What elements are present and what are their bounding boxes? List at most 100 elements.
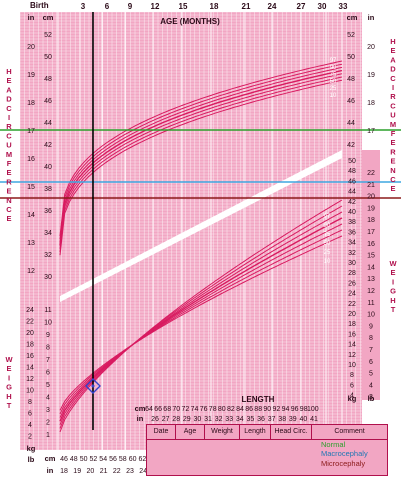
side-left-hc-char: M: [6, 150, 12, 159]
length-in-37: 37: [268, 416, 276, 423]
length-cm-92: 92: [273, 406, 281, 413]
wt-left-lb-9: 9: [46, 332, 50, 339]
length-cm-72: 72: [182, 406, 190, 413]
age-axis-title: AGE (MONTHS): [160, 17, 220, 26]
bottom-cm-52: 52: [90, 456, 98, 463]
side-right-hc-char: H: [390, 37, 395, 46]
length-in-32: 32: [215, 416, 223, 423]
length-in-40: 40: [300, 416, 308, 423]
age-tick-21: 21: [242, 2, 251, 11]
side-right-hc-char: E: [390, 138, 395, 147]
length-unit-in: in: [137, 414, 144, 423]
length-cm-64: 64: [145, 406, 153, 413]
bottom-cm-46: 46: [60, 456, 68, 463]
hc-right-in-17: 17: [367, 128, 375, 135]
side-right-hc-char: F: [391, 129, 396, 138]
wt-percentile-curve: [59, 235, 343, 411]
hc-left-cm-42: 42: [44, 142, 52, 149]
wt-left-lb-6: 6: [46, 370, 50, 377]
wt-right-kg-50: 50: [348, 158, 356, 165]
table-header-length: Length: [240, 425, 271, 439]
wt-right-kg-30: 30: [348, 260, 356, 267]
length-cm-68: 68: [163, 406, 171, 413]
side-left-hc-char: E: [6, 76, 11, 85]
side-right-hc-char: C: [390, 101, 396, 110]
wt-right-lb-5: 5: [369, 371, 373, 378]
percentile-curves: [59, 60, 343, 433]
hc-percentile-curve: [59, 60, 343, 237]
side-right-hc-char: A: [390, 55, 396, 64]
hc-left-in-16: 16: [27, 156, 35, 163]
length-in-30: 30: [194, 416, 202, 423]
wt-right-lb-22: 22: [367, 170, 375, 177]
age-tick-9: 9: [128, 2, 133, 11]
bottom-cm-60: 60: [129, 456, 137, 463]
unit-kg-right: kg: [348, 394, 357, 403]
side-right-hc-char: U: [390, 111, 395, 120]
wt-right-kg-6: 6: [350, 382, 354, 389]
wt-right-kg-44: 44: [348, 189, 356, 196]
side-left-wt-char: T: [7, 401, 12, 410]
length-cm-76: 76: [200, 406, 208, 413]
hc-left-in-13: 13: [27, 240, 35, 247]
length-cm-90: 90: [263, 406, 271, 413]
bottom-in-24: 24: [139, 468, 147, 475]
side-right-hc-char: E: [390, 184, 395, 193]
bottom-cm-56: 56: [109, 456, 117, 463]
length-cm-78: 78: [209, 406, 217, 413]
unit-cm-left: cm: [43, 13, 54, 22]
hc-left-in-20: 20: [27, 44, 35, 51]
wt-right-lb-18: 18: [367, 217, 375, 224]
side-right-wt-char: I: [392, 277, 394, 286]
table-body[interactable]: Normal Macrocephaly Microcephaly: [147, 440, 387, 476]
side-right-wt-char: T: [391, 305, 396, 314]
hc-left-cm-36: 36: [44, 208, 52, 215]
hc-left-cm-30: 30: [44, 274, 52, 281]
wt-right-lb-11: 11: [367, 300, 374, 307]
side-right-wt-char: E: [390, 268, 395, 277]
side-right-wt-char: W: [389, 259, 397, 268]
hc-percentile-label: 75: [330, 72, 337, 78]
wt-right-lb-14: 14: [367, 264, 375, 271]
hc-right-cm-42: 42: [347, 142, 355, 149]
side-right-wt-char: G: [390, 287, 396, 296]
hc-right-cm-46: 46: [347, 98, 355, 105]
side-left-hc-char: E: [6, 168, 11, 177]
length-cm-96: 96: [291, 406, 299, 413]
measurement-marker[interactable]: [85, 378, 101, 394]
wt-right-kg-48: 48: [348, 168, 356, 175]
wt-percentile-label: 10: [324, 259, 331, 265]
age-tick-27: 27: [297, 2, 306, 11]
hc-percentile-label: 25: [330, 86, 337, 92]
hc-left-in-19: 19: [27, 72, 35, 79]
length-cm-66: 66: [154, 406, 162, 413]
side-left-hc-char: N: [6, 196, 11, 205]
unit-in-right: in: [368, 13, 375, 22]
age-tick-33: 33: [339, 2, 348, 11]
side-left-wt-char: E: [6, 364, 11, 373]
table-header-age: Age: [176, 425, 205, 439]
length-cm-94: 94: [282, 406, 290, 413]
unit-lb-left: lb: [28, 455, 35, 464]
length-in-33: 33: [225, 416, 233, 423]
wt-right-lb-10: 10: [367, 312, 375, 319]
wt-right-kg-34: 34: [348, 240, 356, 247]
table-header-head-circ: Head Circ.: [271, 425, 312, 439]
wt-right-kg-46: 46: [348, 178, 356, 185]
hc-left-in-14: 14: [27, 212, 35, 219]
hc-percentile-curve: [59, 66, 343, 243]
wt-right-lb-20: 20: [367, 194, 375, 201]
wt-left-lb-10: 10: [44, 320, 52, 327]
wt-right-kg-20: 20: [348, 311, 356, 318]
legend-normal: Normal: [321, 440, 346, 449]
wt-percentile-curve: [59, 223, 343, 418]
wt-percentile-label: 75: [324, 232, 331, 238]
side-right-hc-char: N: [390, 166, 395, 175]
hc-left-cm-48: 48: [44, 76, 52, 83]
side-left-wt-char: H: [6, 392, 11, 401]
unit-kg-left: kg: [27, 444, 36, 453]
side-left-hc-char: F: [7, 159, 12, 168]
wt-right-kg-36: 36: [348, 229, 356, 236]
table-header-weight: Weight: [205, 425, 240, 439]
